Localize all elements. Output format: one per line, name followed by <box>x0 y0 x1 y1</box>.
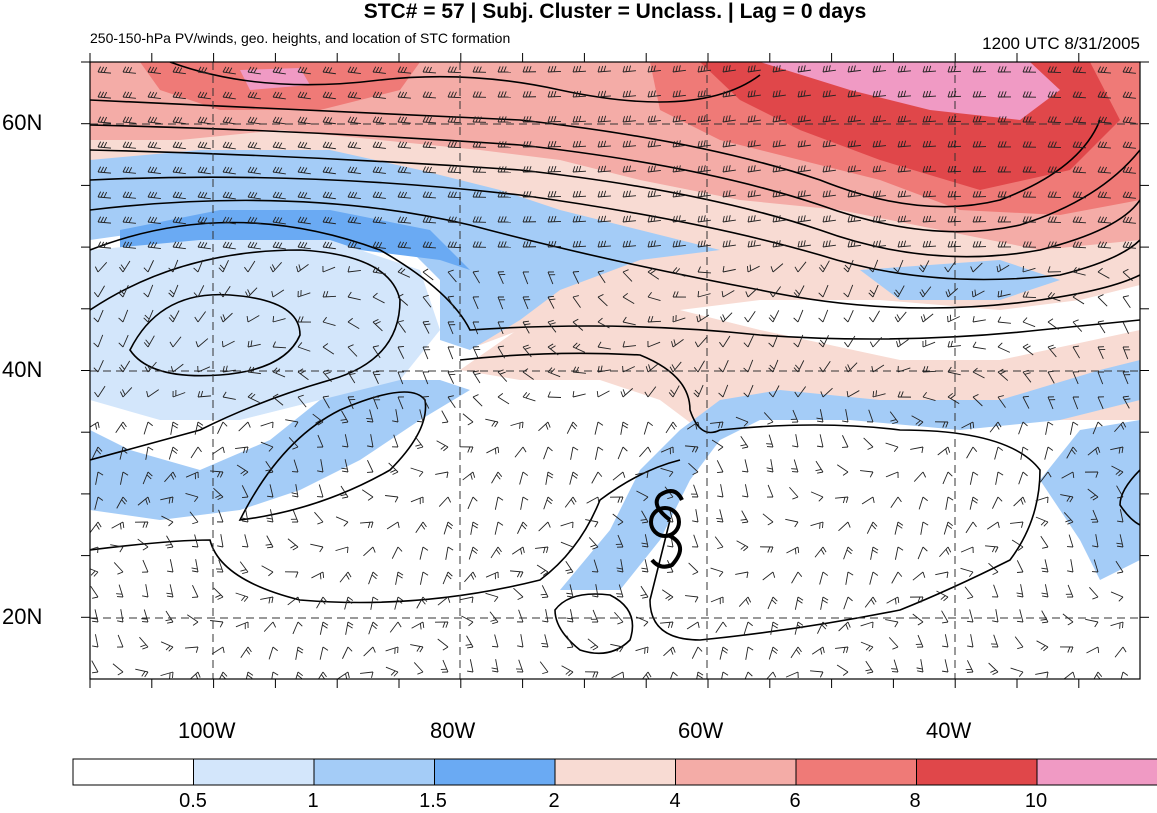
lat-label-40n: 40N <box>2 357 42 383</box>
colorbar-label: 1 <box>307 790 318 813</box>
colorbar-swatch <box>314 759 435 785</box>
lat-label-20n: 20N <box>2 604 42 630</box>
colorbar-label: 10 <box>1025 790 1047 813</box>
lon-label-100w: 100W <box>178 718 235 744</box>
colorbar-swatch <box>194 759 315 785</box>
lon-label-80w: 80W <box>430 718 475 744</box>
colorbar-label: 1.5 <box>419 790 447 813</box>
lon-label-40w: 40W <box>926 718 971 744</box>
lon-label-60w: 60W <box>678 718 723 744</box>
colorbar-label: 8 <box>909 790 920 813</box>
colorbar-swatch <box>796 759 917 785</box>
colorbar-label: 4 <box>669 790 680 813</box>
colorbar-swatch <box>73 759 194 785</box>
colorbar-swatch <box>917 759 1038 785</box>
colorbar-label: 6 <box>789 790 800 813</box>
colorbar <box>73 759 1157 785</box>
colorbar-swatch <box>676 759 797 785</box>
colorbar-swatch <box>555 759 676 785</box>
colorbar-label: 0.5 <box>179 790 207 813</box>
colorbar-swatch <box>435 759 556 785</box>
colorbar-label: 2 <box>548 790 559 813</box>
lat-label-60n: 60N <box>2 110 42 136</box>
colorbar-swatch <box>1037 759 1157 785</box>
